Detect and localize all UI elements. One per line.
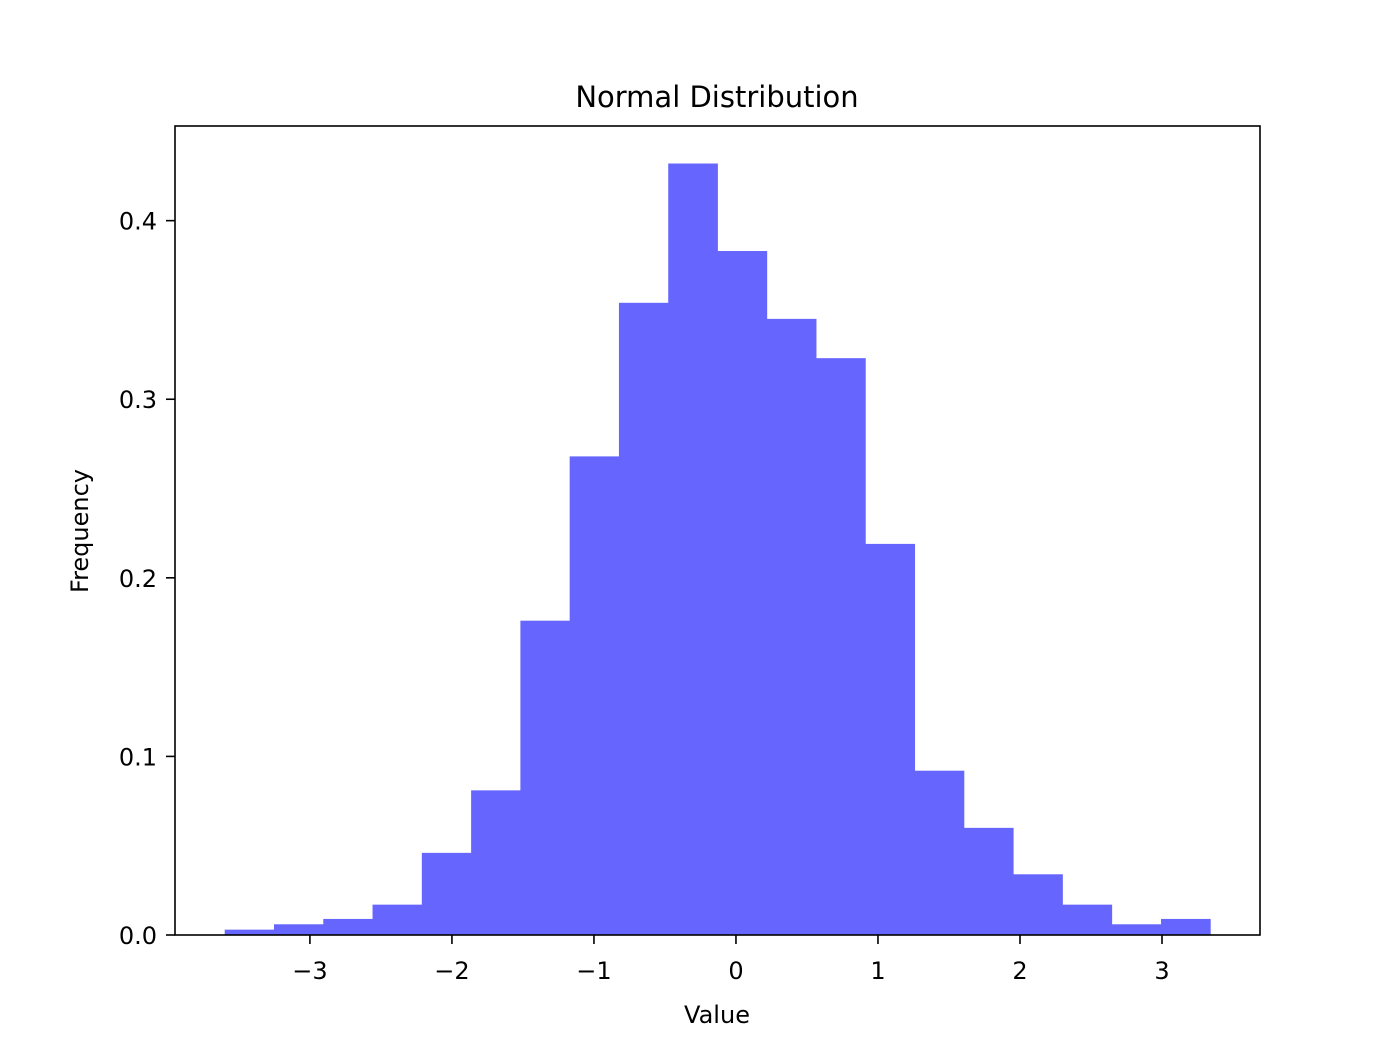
histogram-bar (865, 543, 916, 935)
histogram-bars (224, 163, 1211, 936)
histogram-bar (1013, 874, 1063, 935)
histogram-bar (224, 929, 275, 935)
y-tick-label: 0.0 (119, 922, 157, 950)
histogram-bar (668, 163, 718, 936)
histogram-bar (323, 918, 373, 935)
histogram-bar (372, 904, 423, 935)
y-tick-label: 0.4 (119, 208, 157, 236)
x-tick-label: 2 (1012, 957, 1027, 985)
histogram-bar (273, 924, 324, 935)
histogram-bar (421, 852, 472, 935)
plot-area-frame (174, 125, 1261, 936)
histogram-bar (717, 251, 768, 935)
histogram-bar (914, 770, 965, 935)
chart-title: Normal Distribution (575, 80, 858, 114)
x-axis-label: Value (684, 1001, 750, 1029)
x-tick-label: 0 (728, 957, 743, 985)
histogram-bar (520, 620, 571, 935)
histogram-bar (471, 790, 521, 935)
y-tick-label: 0.3 (119, 386, 157, 414)
histogram-bar (816, 358, 866, 936)
y-axis-ticks: 0.0 0.1 0.2 0.3 0.4 (119, 208, 175, 950)
x-tick-label: −3 (292, 957, 327, 985)
histogram-bar (569, 456, 620, 935)
x-tick-label: −1 (576, 957, 611, 985)
y-axis-label: Frequency (66, 469, 94, 593)
histogram-bar (766, 318, 817, 936)
x-tick-label: −2 (434, 957, 469, 985)
histogram-bar (963, 827, 1014, 935)
x-tick-label: 1 (870, 957, 885, 985)
histogram-bar (1111, 924, 1162, 935)
histogram-bar (618, 302, 669, 935)
y-tick-label: 0.1 (119, 743, 157, 771)
histogram-bar (1062, 904, 1113, 935)
histogram-bar (1161, 918, 1211, 935)
y-tick-label: 0.2 (119, 565, 157, 593)
x-axis-ticks: −3 −2 −1 0 1 2 3 (292, 935, 1170, 985)
x-tick-label: 3 (1154, 957, 1169, 985)
